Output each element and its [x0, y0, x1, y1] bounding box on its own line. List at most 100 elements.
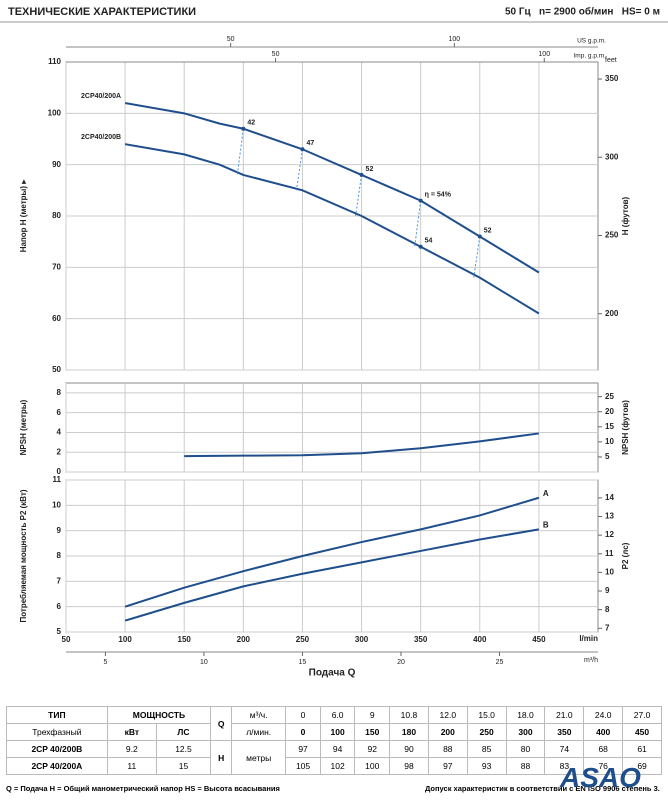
cell: 93	[466, 757, 507, 775]
cell: H	[210, 740, 233, 775]
cell: 400	[583, 723, 624, 741]
y2-tick-label: 8	[605, 605, 610, 614]
cell: кВт	[106, 723, 157, 741]
cell: 90	[389, 740, 429, 758]
cell: 97	[427, 757, 468, 775]
cell: 24.0	[583, 706, 624, 724]
cell: л/мин.	[231, 723, 287, 741]
top-axis-label: US g.p.m.	[577, 38, 606, 45]
y2-tick-label: 10	[605, 568, 614, 577]
bottom-axis-label: m³/h	[584, 657, 598, 664]
cell: 10.8	[389, 706, 429, 724]
cell: 200	[427, 723, 468, 741]
x-tick-label: 50	[62, 635, 71, 644]
y-tick-label: 10	[52, 500, 61, 509]
efficiency-label: 42	[247, 120, 255, 127]
y-tick-label: 8	[57, 551, 62, 560]
cell: 450	[622, 723, 662, 741]
page-title: ТЕХНИЧЕСКИЕ ХАРАКТЕРИСТИКИ	[8, 6, 196, 18]
x-unit: l/min	[579, 634, 598, 643]
cell: 12.5	[155, 740, 212, 758]
cell: 83	[544, 757, 585, 775]
x-tick-label: 150	[178, 635, 192, 644]
x-tick-label: 250	[296, 635, 310, 644]
cell: 350	[544, 723, 585, 741]
cell: 15.0	[466, 706, 507, 724]
y-tick-label: 70	[52, 262, 61, 271]
cell: 15	[155, 757, 212, 775]
cell: 9.2	[106, 740, 157, 758]
series-label: 2CP40/200B	[81, 134, 121, 141]
y2-tick-label: 350	[605, 74, 619, 83]
y2-axis-title: NPSH (футов)	[621, 400, 630, 455]
line-series	[124, 528, 540, 622]
cell: Q	[210, 706, 233, 741]
cell: 0	[285, 706, 321, 724]
cell: 105	[285, 757, 321, 775]
y2-axis-title: H (футов)	[621, 196, 630, 235]
y-tick-label: 4	[57, 428, 62, 437]
y2-unit: feet	[605, 57, 617, 64]
top-axis-label: Imp. g.p.m.	[573, 53, 606, 60]
y2-tick-label: 5	[605, 452, 610, 461]
conditions: 50 Гц n= 2900 об/мин HS= 0 м	[505, 6, 660, 18]
cell: 85	[466, 740, 507, 758]
cell: Трехфазный	[6, 723, 108, 741]
efficiency-point	[418, 198, 423, 203]
iso-efficiency	[295, 149, 303, 191]
bottom-tick-label: 25	[496, 659, 504, 666]
efficiency-label: η = 54%	[425, 191, 452, 198]
cell: 88	[505, 757, 546, 775]
cell: 97	[285, 740, 321, 758]
efficiency-label: 54	[425, 238, 433, 245]
cell: 300	[505, 723, 546, 741]
footer-legend: Q = Подача H = Общий манометрический нап…	[6, 784, 280, 793]
y-axis-title: NPSH (метры)	[19, 399, 28, 455]
series-label: A	[543, 489, 549, 498]
efficiency-point	[418, 244, 423, 249]
cell: МОЩНОСТЬ	[106, 706, 212, 724]
y2-tick-label: 13	[605, 512, 614, 521]
y2-tick-label: 10	[605, 437, 614, 446]
top-tick-label: 100	[449, 36, 461, 43]
cell: 80	[505, 740, 546, 758]
y-tick-label: 6	[57, 602, 62, 611]
cell: 2CP 40/200B	[6, 740, 108, 758]
cell: ТИП	[6, 706, 108, 724]
bottom-tick-label: 20	[397, 659, 405, 666]
y2-tick-label: 11	[605, 549, 614, 558]
y2-tick-label: 15	[605, 422, 614, 431]
x-tick-label: 400	[473, 635, 487, 644]
plot-frame	[65, 382, 599, 473]
x-tick-label: 450	[532, 635, 546, 644]
y-tick-label: 6	[57, 408, 62, 417]
y2-tick-label: 14	[605, 493, 614, 502]
y-tick-label: 90	[52, 160, 61, 169]
cell: 74	[544, 740, 585, 758]
y2-tick-label: 12	[605, 530, 614, 539]
cell: 61	[622, 740, 662, 758]
cell: 100	[354, 757, 391, 775]
efficiency-label: 52	[366, 166, 374, 173]
y-tick-label: 2	[57, 447, 62, 456]
cell: 2CP 40/200A	[6, 757, 108, 775]
efficiency-point	[300, 147, 305, 152]
cell: 18.0	[505, 706, 546, 724]
chart: ТЕХНИЧЕСКИЕ ХАРАКТЕРИСТИКИ 50 Гц n= 2900…	[0, 6, 668, 679]
y2-tick-label: 300	[605, 152, 619, 161]
efficiency-label: 52	[484, 227, 492, 234]
cell: 21.0	[544, 706, 585, 724]
y-tick-label: 50	[52, 365, 61, 374]
bottom-tick-label: 10	[200, 659, 208, 666]
y-tick-label: 11	[53, 475, 62, 484]
x-tick-label: 350	[414, 635, 428, 644]
cell: метры	[231, 740, 287, 775]
y2-tick-label: 25	[605, 392, 614, 401]
y-tick-label: 110	[48, 57, 61, 66]
efficiency-point	[477, 234, 482, 239]
y2-tick-label: 20	[605, 407, 614, 416]
cell: 102	[319, 757, 356, 775]
cell: м³/ч.	[231, 706, 287, 724]
cell: 68	[583, 740, 624, 758]
